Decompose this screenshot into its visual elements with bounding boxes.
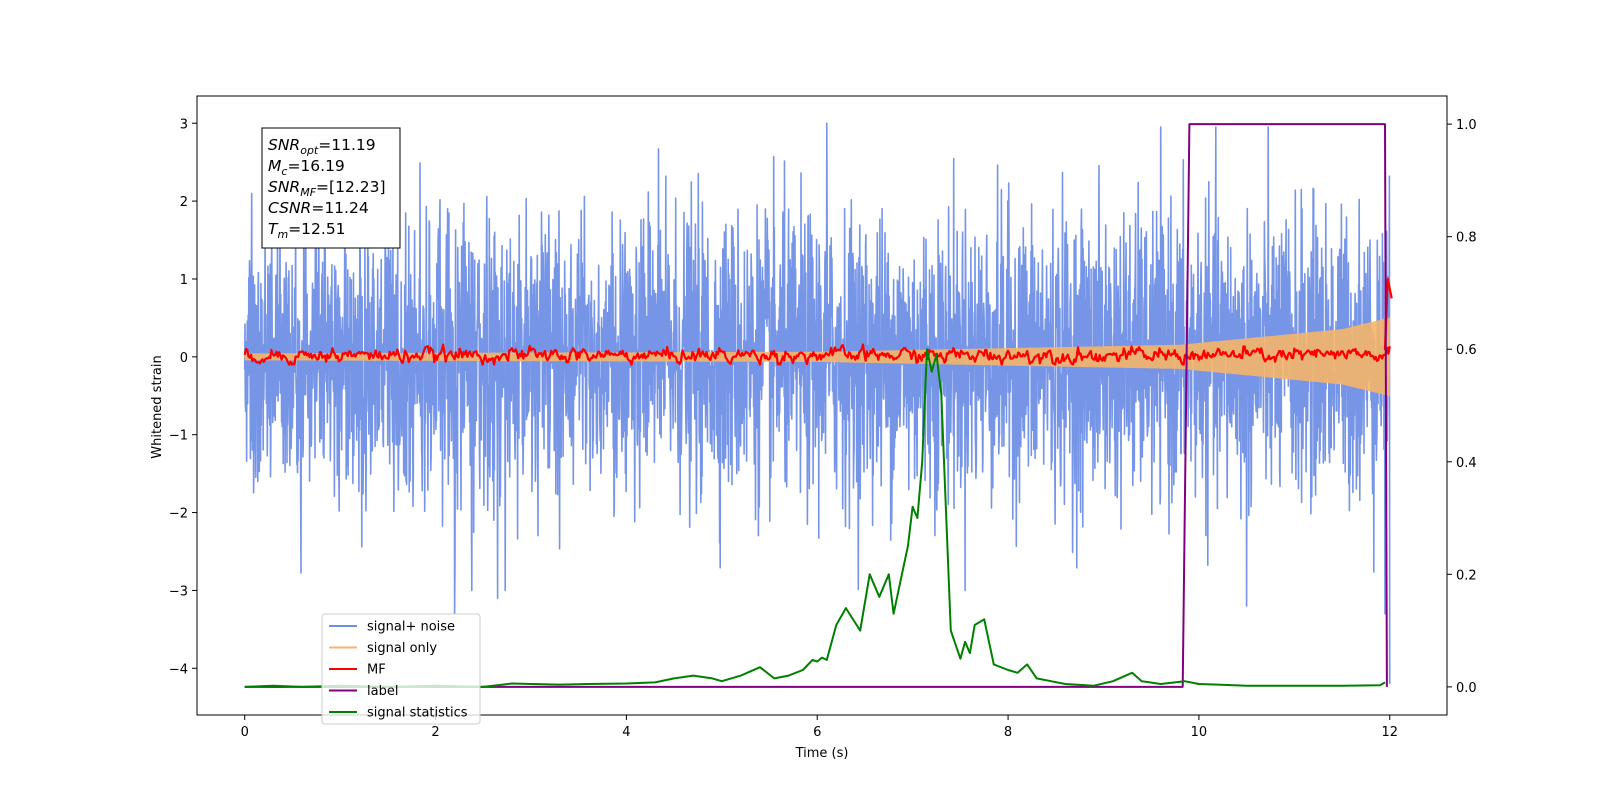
y2-tick-label: 1.0 [1456, 118, 1477, 133]
legend-label: MF [367, 663, 386, 678]
series-signal-noise-line [243, 122, 1391, 684]
y-tick-label: −4 [169, 662, 188, 677]
x-tick-label: 6 [813, 725, 821, 740]
y-tick-label: 2 [180, 195, 188, 210]
x-tick-label: 12 [1381, 725, 1398, 740]
data-layer [243, 122, 1393, 688]
y2-tick-label: 0.2 [1456, 568, 1477, 583]
annotation-line: Mc=16.19 [268, 157, 345, 178]
annotation-line: SNRopt=11.19 [268, 136, 376, 157]
y2-tick-label: 0.4 [1456, 456, 1477, 471]
series-signal-only-line [244, 317, 1391, 397]
annotation-line: Tm=12.51 [268, 220, 346, 241]
x-tick-label: 10 [1191, 725, 1208, 740]
annotation-line: SNRMF=[12.23] [268, 178, 386, 199]
series-mf-line [243, 277, 1393, 366]
y2-tick-label: 0.0 [1456, 681, 1477, 696]
legend-frame [321, 613, 481, 725]
series-label-line [244, 123, 1388, 688]
legend: signal+ noise signal only MF label signal st… [321, 613, 481, 725]
x-tick-label: 2 [431, 725, 439, 740]
series-signal-statistics-line [244, 348, 1386, 688]
annotation-lines: SNRopt=11.19Mc=16.19SNRMF=[12.23]CSNR=11… [268, 136, 386, 241]
y-tick-label: −1 [169, 429, 188, 444]
y2-tick-label: 0.6 [1456, 343, 1477, 358]
x-axis-label: Time (s) [795, 746, 849, 761]
annotation-line: CSNR=11.24 [268, 199, 369, 217]
annotation-box: SNRopt=11.19Mc=16.19SNRMF=[12.23]CSNR=11… [261, 127, 401, 249]
legend-label: label [367, 684, 398, 699]
y-axis-label: Whitened strain [150, 355, 165, 458]
y-tick-label: 0 [180, 351, 188, 366]
x-tick-label: 0 [241, 725, 249, 740]
y-tick-label: 3 [180, 117, 188, 132]
y-tick-label: 1 [180, 273, 188, 288]
axes-frame [196, 95, 1448, 716]
y-tick-label: −3 [169, 584, 188, 599]
annotation-frame [261, 127, 401, 249]
legend-label: signal+ noise [367, 620, 455, 635]
y-tick-label: −2 [169, 507, 188, 522]
legend-items: signal+ noise signal only MF label signal st… [329, 620, 468, 721]
y2-tick-label: 0.8 [1456, 231, 1477, 246]
legend-label: signal statistics [367, 706, 468, 721]
x-tick-label: 8 [1004, 725, 1012, 740]
legend-label: signal only [367, 641, 437, 656]
x-tick-label: 4 [622, 725, 630, 740]
